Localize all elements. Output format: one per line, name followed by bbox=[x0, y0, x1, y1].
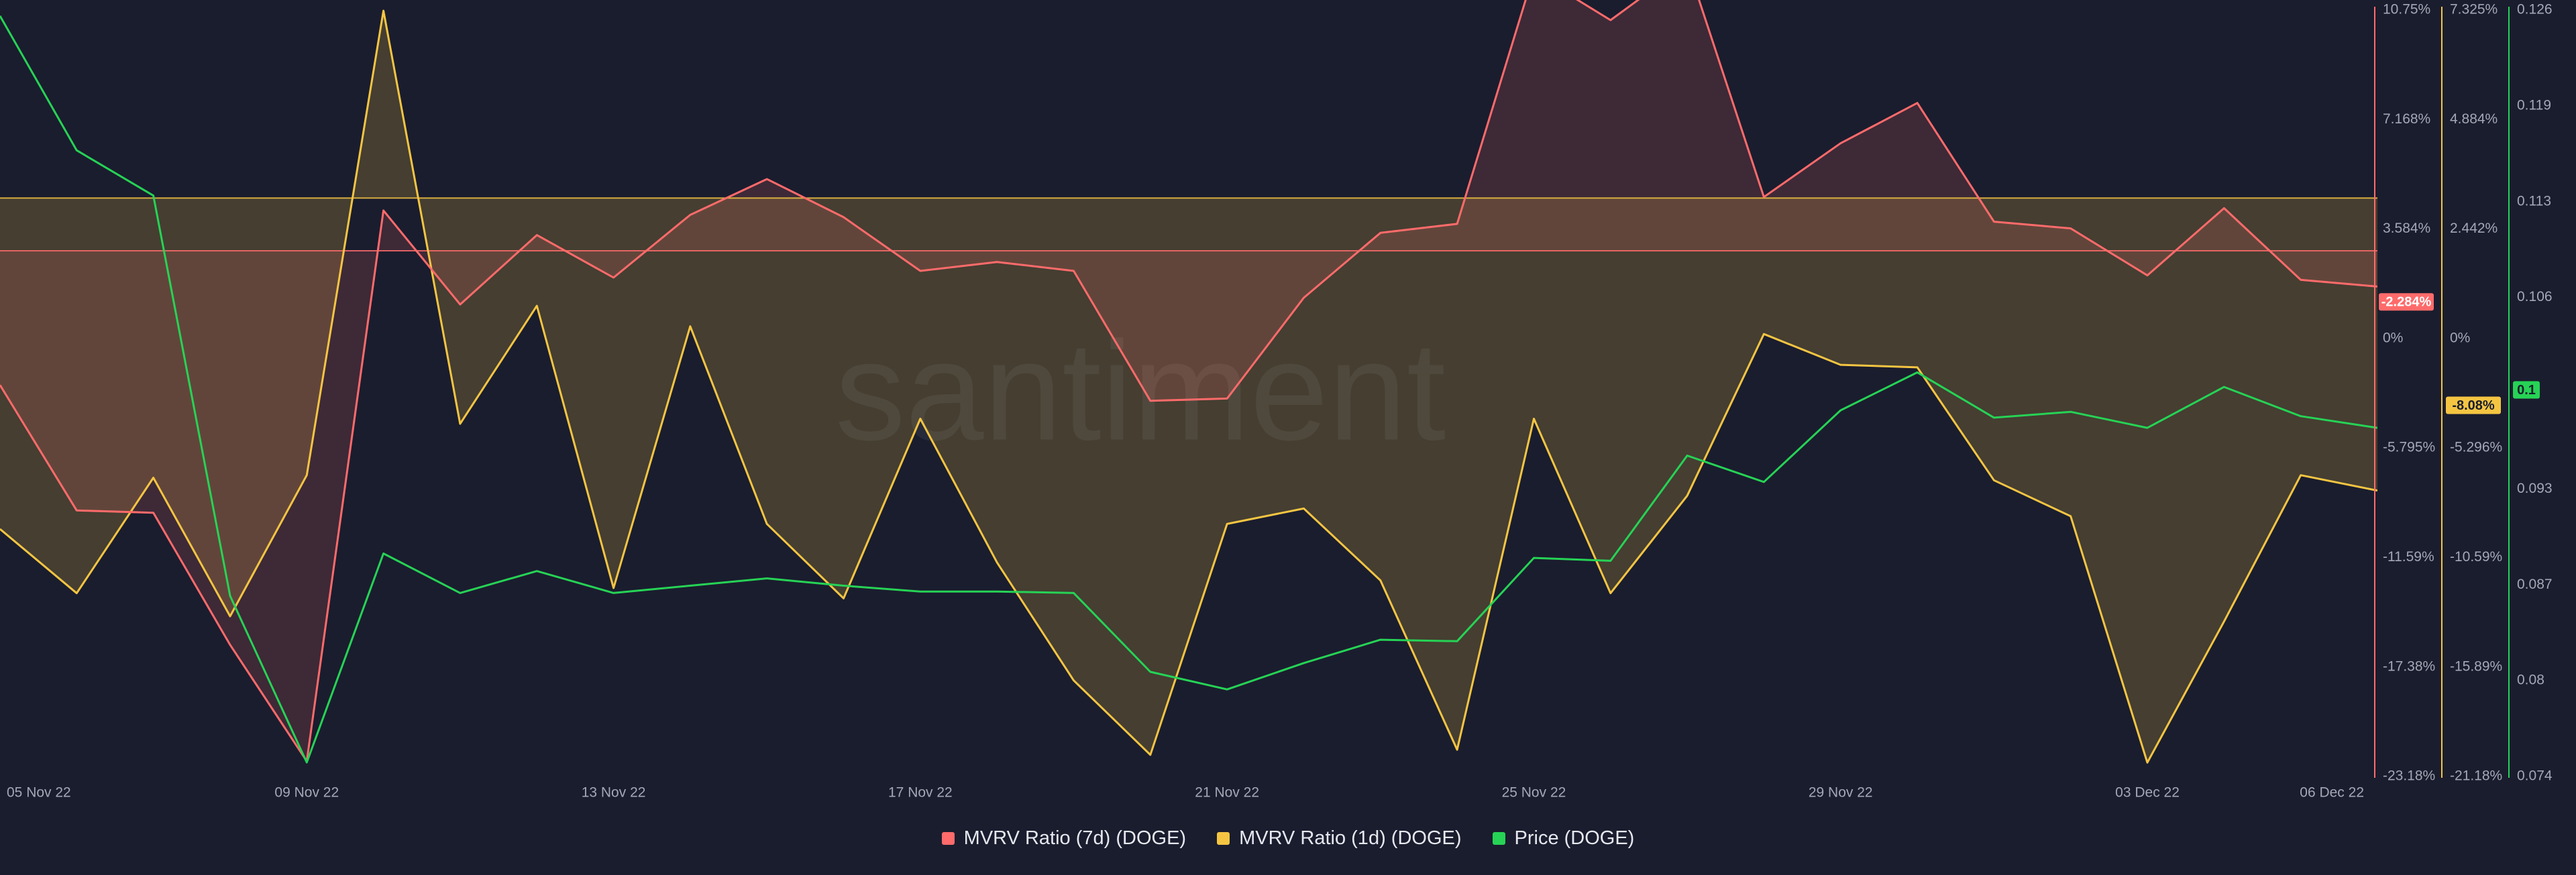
legend-label-price: Price (DOGE) bbox=[1514, 827, 1635, 849]
x-tick-label: 25 Nov 22 bbox=[1502, 785, 1566, 801]
y-tick-label-price: 0.087 bbox=[2517, 577, 2553, 592]
y-tick-label-mvrv-7d: -5.795% bbox=[2383, 440, 2435, 455]
y-tick-label-mvrv-1d: -21.18% bbox=[2450, 768, 2502, 784]
y-tick-label-mvrv-1d: -5.296% bbox=[2450, 440, 2502, 455]
y-tick-label-price: 0.106 bbox=[2517, 289, 2553, 304]
y-tick-label-price: 0.08 bbox=[2517, 673, 2544, 688]
last-value-label-mvrv-7d: -2.284% bbox=[2381, 295, 2432, 310]
y-tick-label-price: 0.093 bbox=[2517, 481, 2553, 496]
series-line-mvrv-1d[interactable] bbox=[0, 9, 2377, 764]
y-tick-label-price: 0.074 bbox=[2517, 768, 2553, 784]
x-axis: 05 Nov 22 09 Nov 22 13 Nov 22 17 Nov 22 21 N… bbox=[7, 785, 2364, 801]
y-tick-label-mvrv-7d: -23.18% bbox=[2383, 768, 2435, 784]
y-tick-label-mvrv-7d: -17.38% bbox=[2383, 658, 2435, 674]
x-tick-label: 21 Nov 22 bbox=[1195, 785, 1259, 801]
y-tick-label-mvrv-1d: 4.884% bbox=[2450, 111, 2498, 127]
y-tick-label-price: 0.113 bbox=[2517, 193, 2551, 209]
y-tick-label-mvrv-7d: 3.584% bbox=[2383, 221, 2430, 236]
y-tick-label-mvrv-1d: 0% bbox=[2450, 330, 2470, 345]
y-tick-label-mvrv-7d: 10.75% bbox=[2383, 2, 2430, 17]
legend-item-mvrv-1d[interactable]: MVRV Ratio (1d) (DOGE) bbox=[1217, 827, 1462, 850]
legend-label-mvrv-7d: MVRV Ratio (7d) (DOGE) bbox=[963, 827, 1187, 849]
legend-swatch-mvrv-7d bbox=[941, 831, 955, 845]
series-lines bbox=[0, 0, 2377, 764]
series-line-mvrv-7d[interactable] bbox=[0, 0, 2377, 762]
y-tick-label-mvrv-7d: 7.168% bbox=[2383, 111, 2430, 127]
axes: 10.75% 7.168% 3.584% 0% -5.795% -11.59% -17.38… bbox=[2374, 2, 2553, 784]
x-tick-label: 09 Nov 22 bbox=[274, 785, 339, 801]
y-tick-label-mvrv-7d: -11.59% bbox=[2383, 549, 2434, 565]
x-tick-label: 06 Dec 22 bbox=[2300, 785, 2364, 801]
last-value-badge-mvrv-7d bbox=[2379, 293, 2434, 311]
y-tick-label-mvrv-1d: -10.59% bbox=[2450, 549, 2502, 565]
y-tick-label-price: 0.119 bbox=[2517, 97, 2551, 113]
y-tick-label-mvrv-1d: 2.442% bbox=[2450, 221, 2498, 236]
y-tick-label-mvrv-1d: -15.89% bbox=[2450, 658, 2502, 674]
y-tick-label-mvrv-7d: 0% bbox=[2383, 330, 2403, 345]
series-fill-mvrv-7d bbox=[0, 0, 2377, 762]
x-tick-label: 05 Nov 22 bbox=[7, 785, 71, 801]
x-tick-label: 13 Nov 22 bbox=[582, 785, 646, 801]
legend-label-mvrv-1d: MVRV Ratio (1d) (DOGE) bbox=[1239, 827, 1462, 849]
last-value-badge-mvrv-1d bbox=[2446, 396, 2501, 414]
x-tick-label: 29 Nov 22 bbox=[1809, 785, 1873, 801]
last-value-label-mvrv-1d: -8.08% bbox=[2452, 398, 2495, 413]
legend: MVRV Ratio (7d) (DOGE) MVRV Ratio (1d) (… bbox=[0, 821, 2576, 855]
legend-item-price[interactable]: Price (DOGE) bbox=[1492, 827, 1635, 850]
legend-swatch-mvrv-1d bbox=[1217, 831, 1230, 845]
x-tick-label: 03 Dec 22 bbox=[2115, 785, 2180, 801]
last-value-badge-price bbox=[2513, 381, 2540, 399]
x-tick-label: 17 Nov 22 bbox=[888, 785, 953, 801]
y-tick-label-price: 0.126 bbox=[2517, 2, 2553, 17]
last-value-badges: -2.284% -8.08% 0.1 bbox=[2379, 293, 2540, 414]
legend-item-mvrv-7d[interactable]: MVRV Ratio (7d) (DOGE) bbox=[941, 827, 1187, 850]
watermark: santiment bbox=[835, 312, 1446, 469]
last-value-label-price: 0.1 bbox=[2517, 383, 2536, 398]
zero-baselines bbox=[0, 197, 2377, 251]
y-tick-label-mvrv-1d: 7.325% bbox=[2450, 2, 2498, 17]
legend-swatch-price bbox=[1492, 831, 1505, 845]
series-line-price[interactable] bbox=[0, 15, 2377, 764]
